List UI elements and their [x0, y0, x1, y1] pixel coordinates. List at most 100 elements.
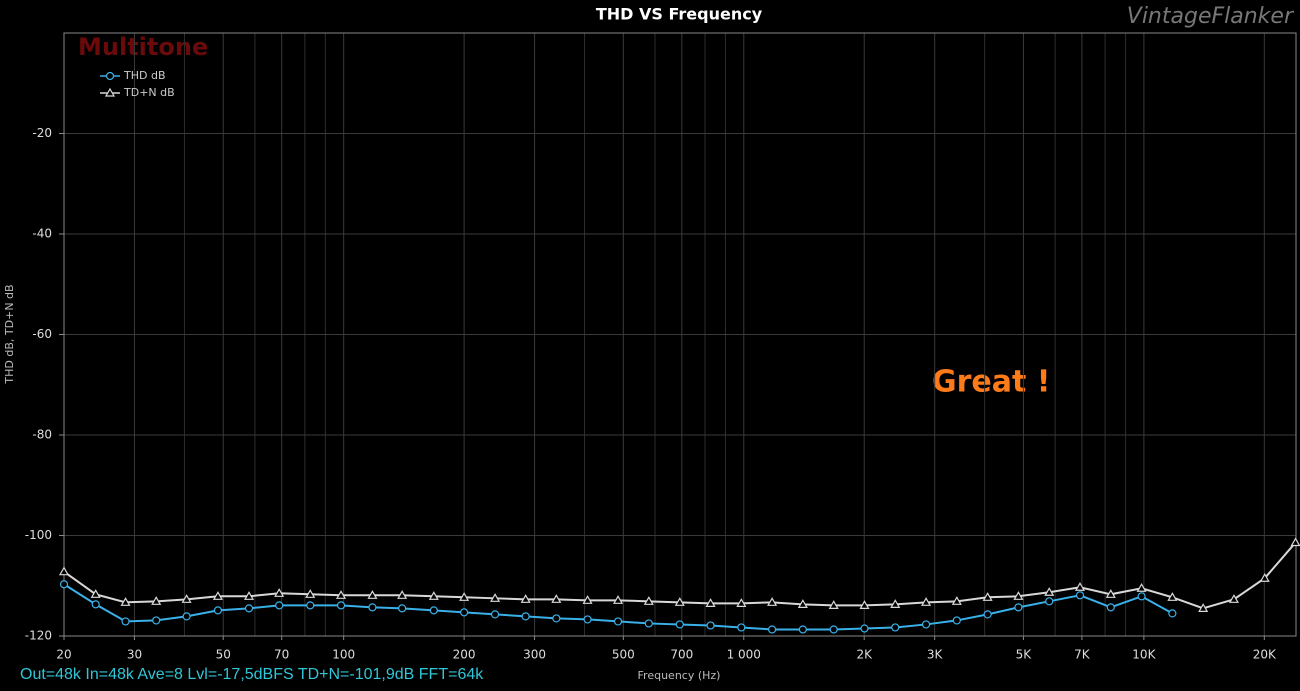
watermark: VintageFlanker — [1127, 4, 1295, 29]
data-point — [675, 620, 684, 629]
data-point — [551, 594, 562, 603]
plot-frame — [63, 32, 1297, 637]
data-point — [1198, 603, 1209, 612]
data-point — [736, 598, 747, 607]
x-tick-label: 50 — [216, 648, 231, 662]
data-point — [1168, 609, 1177, 618]
data-point — [1074, 582, 1086, 591]
data-point — [798, 625, 807, 634]
data-point — [1045, 597, 1054, 606]
data-point — [1044, 587, 1055, 596]
x-tick-label: 500 — [612, 648, 635, 662]
data-point — [90, 589, 101, 598]
data-point — [398, 604, 407, 613]
data-point — [1136, 583, 1147, 592]
data-point — [336, 590, 347, 599]
x-tick-label: 7K — [1074, 648, 1091, 662]
data-point — [521, 612, 530, 621]
legend-label: TD+N dB — [123, 86, 175, 99]
data-point — [859, 600, 870, 609]
data-point — [121, 617, 130, 626]
data-point — [767, 597, 778, 606]
data-point — [367, 590, 378, 599]
y-tick-label: -120 — [25, 629, 52, 643]
footer: Out=48k In=48k Ave=8 Lvl=-17,5dBFS TD+N=… — [20, 666, 484, 683]
data-point — [674, 597, 685, 606]
annotation: Great ! — [932, 365, 1050, 400]
data-point — [1013, 591, 1024, 600]
data-point — [243, 591, 255, 600]
data-point — [59, 580, 69, 589]
chart-title: THD VS Frequency — [596, 5, 763, 24]
x-tick-label: 100 — [332, 648, 355, 662]
x-tick-label: 3K — [927, 648, 944, 662]
data-point — [368, 603, 377, 612]
y-tick-label: -60 — [32, 327, 52, 341]
data-point — [829, 625, 838, 634]
x-tick-label: 300 — [523, 648, 546, 662]
data-point — [520, 594, 531, 603]
y-axis-label: THD dB, TD+N dB — [3, 284, 16, 384]
x-tick-label: 200 — [453, 648, 476, 662]
data-point — [982, 592, 993, 601]
data-point — [983, 610, 992, 619]
data-point — [706, 621, 715, 630]
annotation: Multitone — [78, 33, 208, 61]
data-point — [828, 600, 839, 609]
data-point — [613, 617, 623, 626]
x-tick-label: 20K — [1253, 648, 1277, 662]
legend-marker — [105, 71, 115, 81]
data-point — [152, 616, 161, 625]
data-point — [182, 612, 191, 621]
y-tick-label: -100 — [25, 528, 52, 542]
data-point — [737, 623, 746, 632]
data-point — [490, 610, 500, 619]
data-point — [582, 595, 593, 604]
data-point — [1167, 592, 1178, 601]
data-point — [891, 623, 900, 632]
data-point — [58, 566, 70, 576]
data-point — [429, 606, 438, 615]
y-tick-label: -40 — [32, 227, 52, 241]
data-point — [460, 608, 469, 617]
x-tick-label: 700 — [670, 648, 693, 662]
x-tick-label: 5K — [1016, 648, 1033, 662]
legend-label: THD dB — [123, 69, 166, 82]
x-tick-label: 20 — [56, 648, 71, 662]
data-point — [120, 597, 131, 606]
data-point — [91, 600, 100, 609]
data-point — [274, 588, 285, 597]
data-point — [151, 596, 162, 605]
data-point — [1228, 594, 1239, 603]
data-point — [275, 601, 284, 610]
x-axis-label: Frequency (Hz) — [638, 669, 721, 682]
data-point — [305, 589, 316, 598]
data-point — [890, 599, 901, 608]
data-point — [921, 597, 932, 606]
data-point — [583, 615, 592, 624]
data-point — [1137, 592, 1146, 601]
y-tick-label: -20 — [32, 126, 52, 140]
data-point — [921, 620, 931, 629]
data-point — [428, 591, 439, 600]
data-point — [860, 624, 869, 633]
data-point — [306, 601, 315, 610]
data-point — [459, 592, 470, 601]
data-point — [1290, 537, 1300, 547]
data-point — [644, 619, 653, 628]
data-point — [1014, 603, 1023, 612]
legend-marker — [104, 87, 116, 97]
data-point — [797, 599, 808, 608]
x-tick-label: 2K — [856, 648, 873, 662]
y-tick-label: -80 — [32, 428, 52, 442]
x-tick-label: 10K — [1132, 648, 1156, 662]
data-point — [490, 593, 501, 602]
data-point — [952, 616, 961, 625]
x-tick-label: 70 — [274, 648, 289, 662]
data-point — [951, 596, 962, 605]
data-point — [397, 590, 408, 599]
data-point — [1075, 591, 1085, 600]
data-point — [1105, 589, 1116, 598]
